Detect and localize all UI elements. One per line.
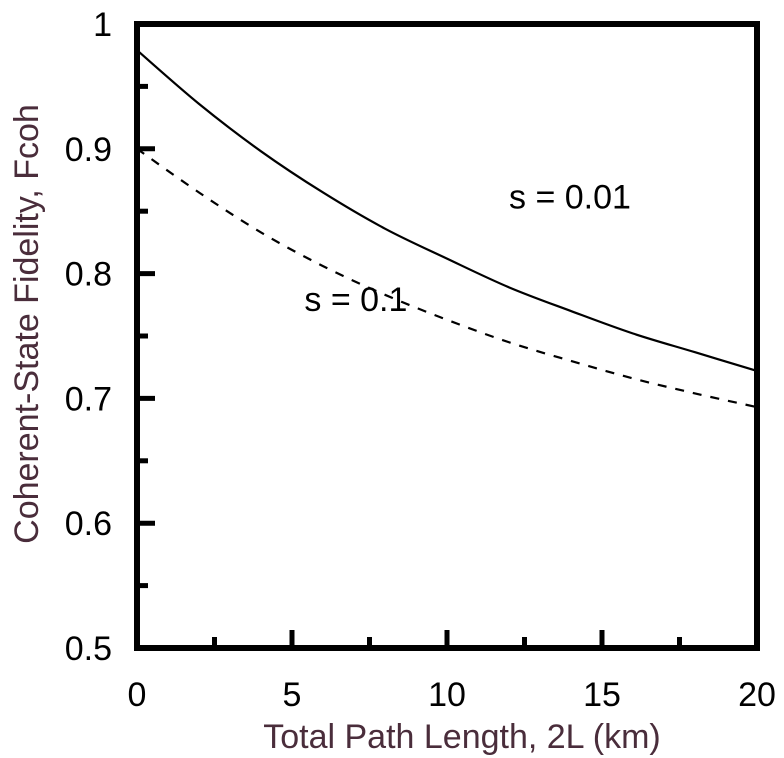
y-axis-title: Coherent-State Fidelity, Fcoh bbox=[8, 104, 46, 544]
x-tick-label: 20 bbox=[738, 676, 776, 714]
series-line-0 bbox=[136, 49, 758, 372]
y-tick-label: 0.9 bbox=[65, 131, 112, 169]
x-tick-label: 10 bbox=[428, 676, 466, 714]
x-tick-label: 0 bbox=[128, 676, 147, 714]
x-tick-label: 15 bbox=[583, 676, 621, 714]
y-tick-label: 0.8 bbox=[65, 256, 112, 294]
series-line-1 bbox=[136, 147, 758, 409]
x-tick-label: 5 bbox=[283, 676, 302, 714]
series-annotation-0: s = 0.01 bbox=[509, 179, 631, 217]
plot-frame bbox=[134, 21, 760, 651]
x-axis-title: Total Path Length, 2L (km) bbox=[263, 718, 661, 756]
series-annotation-1: s = 0.1 bbox=[304, 281, 407, 319]
y-tick-label: 0.7 bbox=[65, 380, 112, 418]
y-tick-label: 0.5 bbox=[65, 630, 112, 668]
y-tick-label: 0.6 bbox=[65, 505, 112, 543]
y-tick-label: 1 bbox=[93, 6, 112, 44]
